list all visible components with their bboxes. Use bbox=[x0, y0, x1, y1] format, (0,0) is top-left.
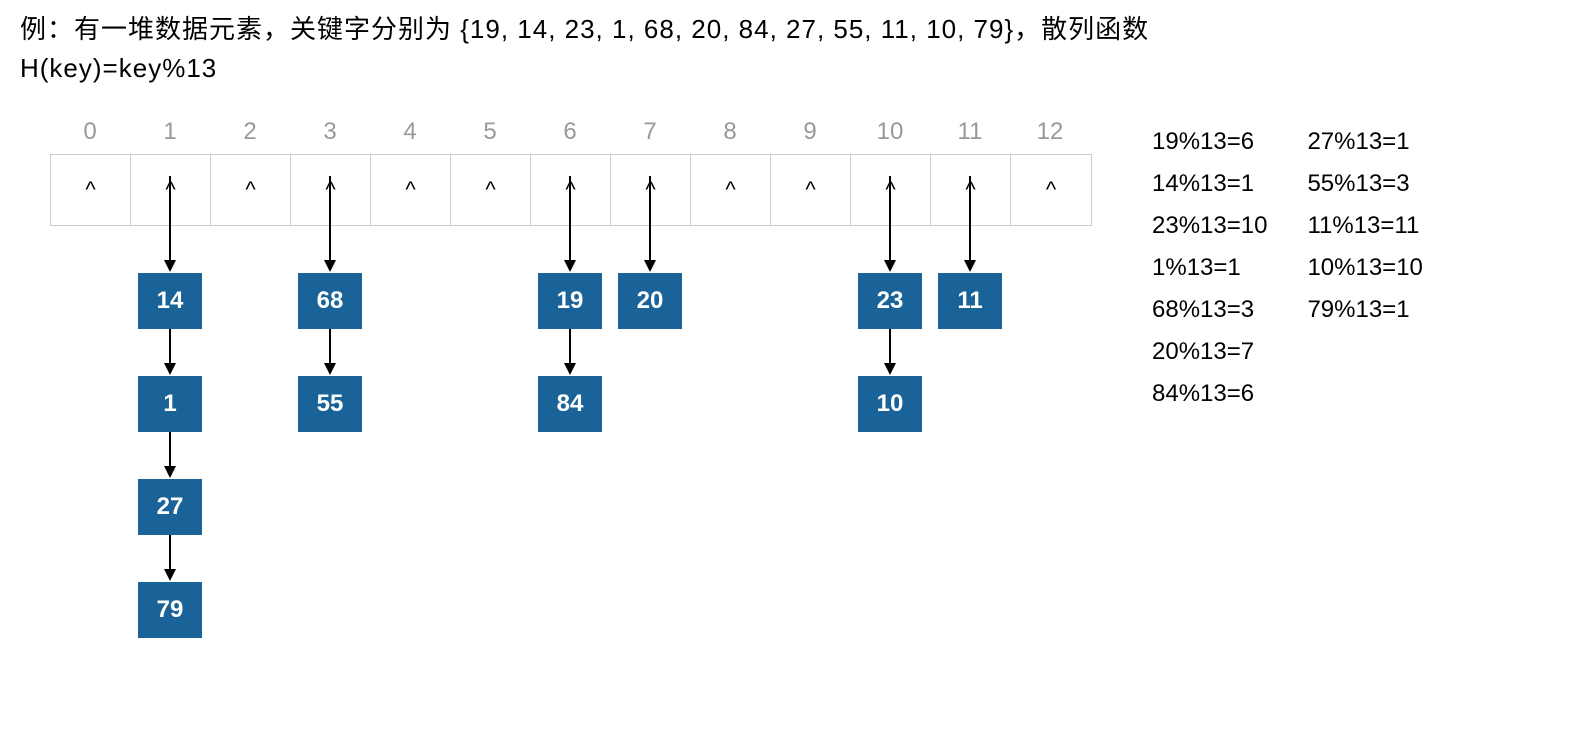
index-label: 5 bbox=[450, 118, 530, 154]
index-label: 6 bbox=[530, 118, 610, 154]
calc-line: 27%13=1 bbox=[1307, 128, 1422, 156]
main-container: 0123456789101112 ^^^^^^^^^^^^^ 141277968… bbox=[20, 118, 1550, 746]
chain: 11 bbox=[938, 226, 1002, 329]
arrow-icon bbox=[889, 176, 891, 261]
hash-slot: ^ bbox=[531, 155, 611, 225]
index-row: 0123456789101112 bbox=[50, 118, 1092, 154]
calc-line: 11%13=11 bbox=[1307, 212, 1422, 240]
index-label: 10 bbox=[850, 118, 930, 154]
chains-area: 14127796855198420231011 bbox=[50, 226, 1092, 746]
hash-diagram: 0123456789101112 ^^^^^^^^^^^^^ 141277968… bbox=[20, 118, 1092, 746]
index-label: 0 bbox=[50, 118, 130, 154]
chain-node: 19 bbox=[538, 273, 602, 329]
calc-line: 55%13=3 bbox=[1307, 170, 1422, 198]
chain-node: 84 bbox=[538, 376, 602, 432]
hash-slot: ^ bbox=[451, 155, 531, 225]
chain-node: 14 bbox=[138, 273, 202, 329]
chain-node: 68 bbox=[298, 273, 362, 329]
arrow-icon bbox=[329, 176, 331, 261]
hash-slot: ^ bbox=[371, 155, 451, 225]
arrow-icon bbox=[169, 329, 171, 364]
header-line-2: H(key)=key%13 bbox=[20, 49, 1550, 88]
chain-node: 10 bbox=[858, 376, 922, 432]
calc-line: 68%13=3 bbox=[1152, 296, 1267, 324]
calc-line: 10%13=10 bbox=[1307, 254, 1422, 282]
calc-line: 19%13=6 bbox=[1152, 128, 1267, 156]
chain: 23 10 bbox=[858, 226, 922, 432]
hash-slot: ^ bbox=[211, 155, 291, 225]
arrow-icon bbox=[889, 329, 891, 364]
problem-statement: 例：有一堆数据元素，关键字分别为 {19, 14, 23, 1, 68, 20,… bbox=[20, 10, 1550, 88]
calc-line: 84%13=6 bbox=[1152, 380, 1267, 408]
chain-node: 20 bbox=[618, 273, 682, 329]
hash-slot: ^ bbox=[931, 155, 1011, 225]
header-line-1: 例：有一堆数据元素，关键字分别为 {19, 14, 23, 1, 68, 20,… bbox=[20, 10, 1550, 49]
calc-line: 79%13=1 bbox=[1307, 296, 1422, 324]
arrow-icon bbox=[569, 329, 571, 364]
chain: 68 55 bbox=[298, 226, 362, 432]
calculations: 19%13=6 14%13=1 23%13=10 1%13=1 68%13=3 20%13… bbox=[1152, 118, 1423, 408]
hash-slot: ^ bbox=[51, 155, 131, 225]
arrow-icon bbox=[329, 329, 331, 364]
hash-slot: ^ bbox=[611, 155, 691, 225]
chain-node: 1 bbox=[138, 376, 202, 432]
index-label: 12 bbox=[1010, 118, 1090, 154]
arrow-icon bbox=[569, 176, 571, 261]
hash-slot: ^ bbox=[691, 155, 771, 225]
chain-node: 55 bbox=[298, 376, 362, 432]
arrow-icon bbox=[169, 432, 171, 467]
arrow-icon bbox=[169, 176, 171, 261]
chain: 20 bbox=[618, 226, 682, 329]
calc-line: 20%13=7 bbox=[1152, 338, 1267, 366]
arrow-icon bbox=[169, 535, 171, 570]
hash-slot: ^ bbox=[131, 155, 211, 225]
chain-node: 79 bbox=[138, 582, 202, 638]
calc-line: 14%13=1 bbox=[1152, 170, 1267, 198]
chain: 14 1 27 79 bbox=[138, 226, 202, 638]
calc-column-2: 27%13=1 55%13=3 11%13=11 10%13=10 79%13=1 bbox=[1307, 128, 1422, 408]
arrow-icon bbox=[969, 176, 971, 261]
index-label: 8 bbox=[690, 118, 770, 154]
index-label: 9 bbox=[770, 118, 850, 154]
chain-node: 27 bbox=[138, 479, 202, 535]
index-label: 1 bbox=[130, 118, 210, 154]
index-label: 7 bbox=[610, 118, 690, 154]
index-label: 11 bbox=[930, 118, 1010, 154]
index-label: 2 bbox=[210, 118, 290, 154]
calc-line: 1%13=1 bbox=[1152, 254, 1267, 282]
hash-table-row: ^^^^^^^^^^^^^ bbox=[50, 154, 1092, 226]
arrow-icon bbox=[649, 176, 651, 261]
hash-slot: ^ bbox=[1011, 155, 1091, 225]
calc-line: 23%13=10 bbox=[1152, 212, 1267, 240]
index-label: 3 bbox=[290, 118, 370, 154]
hash-slot: ^ bbox=[851, 155, 931, 225]
index-label: 4 bbox=[370, 118, 450, 154]
hash-slot: ^ bbox=[291, 155, 371, 225]
chain-node: 23 bbox=[858, 273, 922, 329]
calc-column-1: 19%13=6 14%13=1 23%13=10 1%13=1 68%13=3 20%13… bbox=[1152, 128, 1267, 408]
chain-node: 11 bbox=[938, 273, 1002, 329]
hash-slot: ^ bbox=[771, 155, 851, 225]
chain: 1984 bbox=[538, 226, 602, 432]
